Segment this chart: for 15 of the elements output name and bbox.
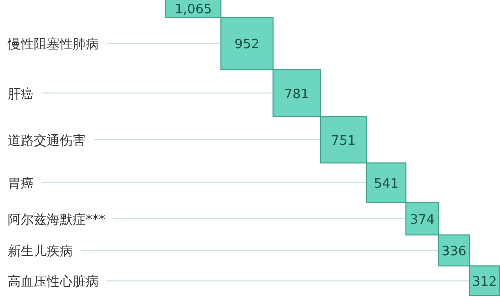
category-label: 高血压性心脏病 [8, 274, 99, 290]
data-label: 1,065 [174, 2, 212, 18]
data-label: 751 [331, 134, 356, 150]
category-label: 道路交通伤害 [8, 133, 86, 150]
data-label: 374 [410, 212, 435, 228]
category-label: 肝癌 [8, 87, 34, 102]
data-label: 312 [472, 275, 498, 290]
category-label: 胃癌 [8, 176, 34, 192]
data-label: 541 [374, 176, 399, 192]
data-label: 952 [234, 38, 260, 53]
data-label: 336 [442, 244, 467, 260]
category-label: 新生儿疾病 [8, 244, 73, 260]
category-label: 慢性阻塞性肺病 [7, 36, 99, 53]
data-label: 781 [284, 87, 310, 102]
category-label: 阿尔兹海默症*** [8, 212, 106, 228]
